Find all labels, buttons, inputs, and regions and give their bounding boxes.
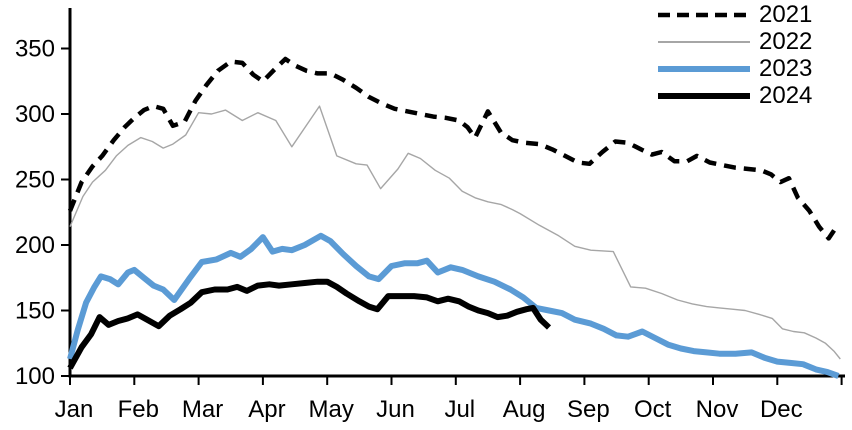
legend-line-sample-blue <box>658 65 750 72</box>
y-tick-label: 150 <box>15 298 55 325</box>
chart-legend: 2021 2022 2023 2024 <box>658 1 850 109</box>
x-tick-label: Dec <box>760 396 803 423</box>
x-tick-label: Apr <box>248 396 285 423</box>
y-tick-label: 100 <box>15 363 55 390</box>
legend-item-2023: 2023 <box>658 55 850 82</box>
x-tick-label: Mar <box>182 396 223 423</box>
x-tick-label: Jun <box>376 396 415 423</box>
x-tick-label: May <box>309 396 354 423</box>
x-tick-label: Sep <box>567 396 610 423</box>
y-tick-label: 250 <box>15 167 55 194</box>
x-tick-label: Oct <box>634 396 672 423</box>
legend-line-sample-black <box>658 92 750 99</box>
x-tick-label: Jan <box>55 396 94 423</box>
series-line-2023 <box>67 232 840 379</box>
legend-line-sample-dashed <box>658 12 750 17</box>
x-tick-label: Jul <box>444 396 475 423</box>
legend-label: 2021 <box>759 1 813 28</box>
x-tick-label: Feb <box>118 396 159 423</box>
legend-item-2022: 2022 <box>658 28 850 55</box>
legend-label: 2024 <box>759 82 813 109</box>
y-tick-label: 200 <box>15 232 55 259</box>
legend-label: 2022 <box>759 28 813 55</box>
y-tick-label: 300 <box>15 101 55 128</box>
legend-label: 2023 <box>759 55 813 82</box>
y-tick-label: 350 <box>15 36 55 63</box>
series-line-2022 <box>69 105 841 360</box>
legend-line-sample-thin-gray <box>658 40 750 43</box>
legend-item-2024: 2024 <box>658 82 850 109</box>
series-line-2021 <box>67 56 841 241</box>
series-line-2024 <box>67 278 552 370</box>
x-tick-label: Aug <box>503 396 546 423</box>
legend-item-2021: 2021 <box>658 1 850 28</box>
x-tick-label: Nov <box>696 396 739 423</box>
